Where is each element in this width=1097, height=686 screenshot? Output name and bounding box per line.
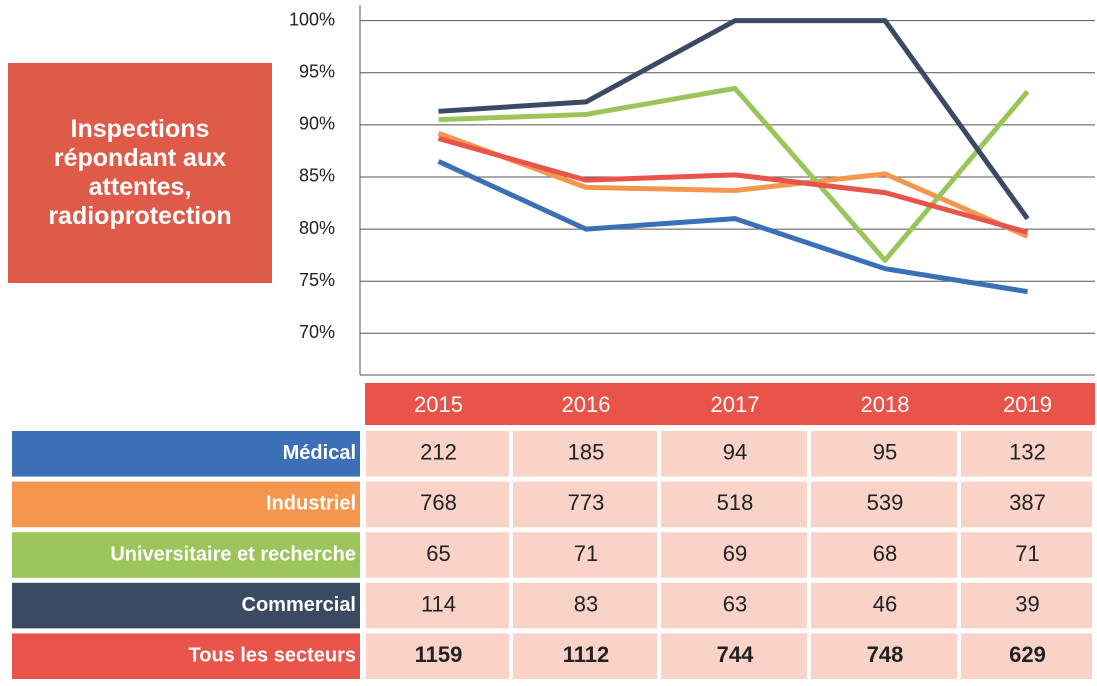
table-value: 1159 — [415, 642, 463, 667]
table-cell — [513, 582, 657, 629]
table-value: 114 — [421, 591, 456, 616]
table-cell — [661, 481, 807, 528]
table-value: 71 — [1015, 541, 1039, 566]
table-value: 71 — [574, 541, 598, 566]
table-cell — [513, 633, 657, 679]
table-header — [365, 383, 1095, 425]
table-value: 387 — [1009, 490, 1046, 515]
x-tick-label: 2016 — [562, 392, 611, 417]
table-cell — [366, 481, 509, 528]
table-value: 63 — [723, 591, 747, 616]
y-tick-label: 80% — [299, 218, 335, 238]
title-wrap: Inspections répondant aux attentes, radi… — [48, 115, 232, 230]
x-tick-label: 2015 — [414, 392, 463, 417]
y-tick-label: 95% — [299, 61, 335, 81]
title-box — [8, 63, 272, 283]
y-tick-label: 90% — [299, 114, 335, 134]
table-cell — [661, 431, 807, 477]
table-value: 132 — [1009, 440, 1046, 465]
table-value: 46 — [873, 591, 897, 616]
table-value: 539 — [867, 490, 904, 515]
legend-label: Médical — [283, 442, 356, 464]
table-cell — [811, 431, 957, 477]
x-tick-label: 2018 — [861, 392, 910, 417]
table-value: 768 — [420, 490, 457, 515]
table-value: 212 — [420, 440, 457, 465]
table-cell — [513, 431, 657, 477]
table-cell — [513, 481, 657, 528]
table-value: 69 — [723, 541, 747, 566]
table-cell — [811, 582, 957, 629]
table-value: 95 — [873, 440, 897, 465]
table-value: 94 — [723, 440, 747, 465]
table-value: 1112 — [563, 642, 610, 667]
chart-title: Inspections répondant aux attentes, radi… — [48, 115, 232, 230]
x-tick-label: 2017 — [711, 392, 760, 417]
table-cell — [811, 532, 957, 578]
table-cell — [661, 532, 807, 578]
table-value: 65 — [426, 541, 450, 566]
series-line — [437, 136, 1029, 235]
table-cell — [961, 481, 1092, 528]
legend-cell — [12, 633, 360, 679]
table-value: 39 — [1015, 591, 1039, 616]
table-value: 68 — [873, 541, 897, 566]
series-line — [437, 130, 1029, 239]
table-cell — [366, 582, 509, 629]
legend-label: Tous les secteurs — [189, 644, 356, 666]
series-line — [437, 159, 1028, 295]
table-cell — [366, 633, 509, 679]
table-cell — [811, 481, 957, 528]
table-value: 629 — [1009, 642, 1046, 667]
legend-cell — [12, 481, 360, 528]
table-cell — [811, 633, 957, 679]
x-tick-label: 2019 — [1003, 392, 1052, 417]
table-value: 748 — [867, 642, 904, 667]
table-value: 773 — [568, 490, 605, 515]
legend-label: Industriel — [266, 493, 356, 515]
y-tick-label: 75% — [299, 270, 335, 290]
legend-label: Commercial — [242, 594, 357, 616]
table-cell — [366, 532, 509, 578]
table-cell — [961, 633, 1092, 679]
legend-label: Universitaire et recherche — [110, 543, 356, 565]
legend-cell — [12, 582, 360, 629]
table-cell — [961, 431, 1092, 477]
table-cell — [366, 431, 509, 477]
y-tick-label: 100% — [289, 9, 335, 29]
legend-cell — [12, 532, 360, 578]
table-value: 518 — [717, 490, 754, 515]
table-cell — [513, 532, 657, 578]
y-tick-label: 70% — [299, 322, 335, 342]
table-cell — [661, 633, 807, 679]
series-line — [438, 18, 1030, 221]
table-value: 83 — [574, 591, 598, 616]
table-cell — [961, 532, 1092, 578]
table-cell — [961, 582, 1092, 629]
y-tick-label: 85% — [299, 166, 335, 186]
table-cell — [661, 582, 807, 629]
table-value: 185 — [568, 440, 605, 465]
table-value: 744 — [717, 642, 754, 667]
legend-cell — [12, 431, 360, 477]
